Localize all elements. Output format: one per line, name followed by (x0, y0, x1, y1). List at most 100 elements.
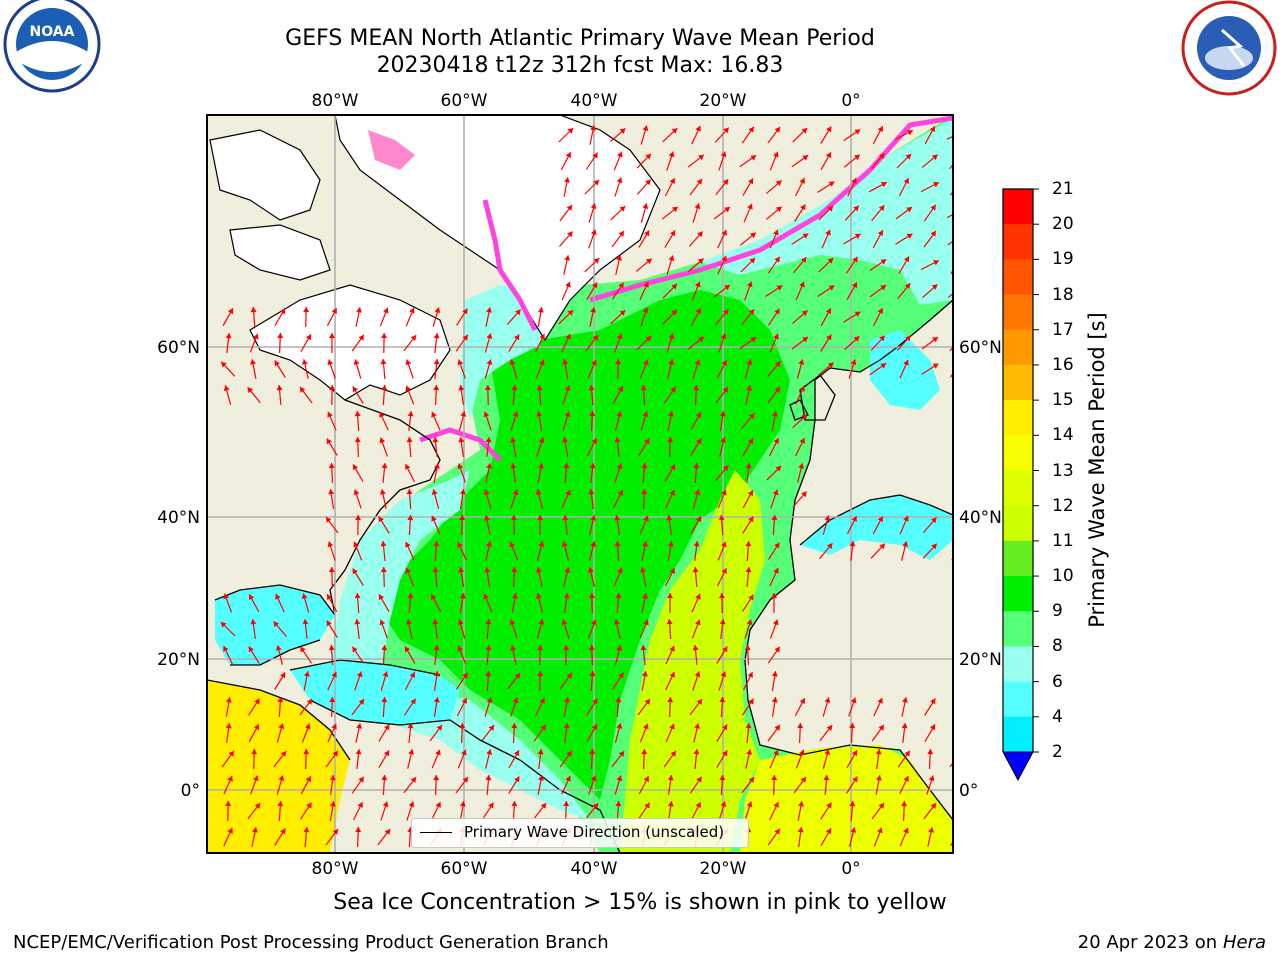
wave-arrow-head (666, 619, 673, 625)
arctic-islands (209, 129, 331, 281)
wave-arrow-head (433, 697, 440, 703)
colorbar-block (1003, 364, 1033, 401)
wave-arrow-head (692, 567, 699, 573)
wave-arrow-head (720, 437, 727, 443)
lon-label-bottom-4: 20°W (700, 859, 747, 879)
wave-arrow-head (824, 697, 831, 703)
wave-arrow-head (799, 178, 805, 184)
wave-arrow-head (693, 463, 700, 469)
wave-arrow-head (590, 307, 596, 313)
wave-arrow-head (564, 177, 570, 183)
wave-arrow-head (642, 593, 648, 599)
wave-arrow-head (617, 567, 623, 574)
wave-arrow-head (280, 751, 287, 757)
wave-arrow-head (775, 180, 782, 186)
wave-arrow-head (826, 126, 832, 133)
wave-arrow-head (719, 411, 726, 417)
wave-arrow-head (436, 725, 442, 731)
wave-arrow-head (746, 801, 753, 808)
wave-arrow-head (772, 489, 779, 496)
wave-arrow-head (433, 541, 440, 547)
wave-arrow-head (670, 750, 676, 757)
wave-arrow-head (619, 206, 626, 212)
wave-arrow-head (382, 671, 389, 678)
wave-arrow-head (671, 309, 677, 316)
wave-arrow-head (877, 827, 883, 834)
wave-arrow-head (509, 359, 516, 366)
wave-arrow-head (931, 517, 937, 524)
wave-arrow-head (536, 385, 543, 391)
wave-arrow-head (352, 646, 358, 653)
wave-arrow-head (566, 673, 572, 679)
wave-arrow-head (565, 281, 571, 288)
wave-arrow-head (378, 594, 385, 601)
wave-arrow-head (849, 541, 856, 547)
wave-arrow-head (384, 750, 390, 757)
wave-arrow-head (538, 463, 544, 469)
wave-arrow (946, 135, 953, 140)
wave-arrow-head (773, 802, 779, 808)
wave-arrow-head (877, 516, 883, 522)
wave-arrow-head (644, 438, 650, 445)
wave-arrow-head (722, 724, 728, 731)
wave-arrow-head (748, 178, 754, 185)
wave-arrow-head (616, 775, 623, 782)
wave-arrow-head (801, 414, 808, 420)
wave-arrow-head (384, 724, 390, 731)
wave-arrow-head (248, 646, 254, 653)
wave-arrow-head (220, 622, 227, 628)
wave-arrow-head (854, 233, 861, 240)
wave-arrow-head (326, 517, 332, 523)
wave-arrow-head (956, 828, 961, 834)
wave-arrow-head (539, 334, 545, 340)
wave-arrow-head (722, 646, 728, 653)
wave-arrow-head (827, 206, 834, 212)
wave-arrow-head (486, 307, 492, 313)
wave-arrow-head (486, 749, 493, 755)
wave-arrow-head (513, 750, 520, 757)
wave-arrow-head (720, 801, 727, 808)
wave-arrow-head (906, 233, 913, 239)
wave-arrow-head (698, 154, 704, 161)
wave-arrow-head (719, 697, 726, 703)
wave-arrow-head (694, 203, 701, 210)
wave-arrow-head (932, 337, 938, 343)
wave-arrow-head (800, 257, 807, 263)
wave-arrow-head (328, 463, 335, 469)
wave-arrow-head (749, 258, 756, 264)
wave-arrow-head (432, 619, 439, 625)
chart-title: GEFS MEAN North Atlantic Primary Wave Me… (285, 26, 875, 51)
wave-arrow-head (667, 775, 674, 781)
wave-arrow-head (488, 802, 494, 809)
wave-arrow-head (616, 723, 623, 729)
wave-arrow-head (563, 463, 570, 469)
wave-arrow-head (381, 775, 388, 781)
wave-arrow-head (458, 567, 465, 573)
wave-arrow-head (537, 515, 544, 520)
wave-arrow-head (720, 333, 727, 340)
wave-arrow-head (745, 723, 752, 729)
wave-arrow-head (903, 256, 910, 263)
wave-arrow-head (902, 697, 908, 703)
colorbar-title: Primary Wave Mean Period [s] (1085, 312, 1109, 628)
wave-arrow-head (640, 567, 646, 573)
wave-arrow-head (410, 335, 417, 341)
wave-arrow-head (328, 645, 335, 651)
wave-arrow-head (824, 749, 831, 755)
wave-arrow-head (695, 619, 701, 626)
wave-arrow-head (881, 182, 887, 188)
noaa-logo-text: NOAA (30, 24, 75, 40)
wave-arrow-head (695, 516, 702, 523)
wave-arrow-head (305, 776, 311, 782)
labrador-sea (460, 285, 545, 420)
wave-arrow-head (588, 593, 595, 599)
wave-arrow-head (849, 723, 856, 729)
wave-arrow-head (562, 437, 569, 443)
wave-arrow-head (877, 126, 883, 132)
wave-arrow-head (514, 776, 520, 783)
wave-arrow-head (959, 208, 965, 213)
wave-arrow-head (799, 698, 805, 704)
wave-arrow (955, 697, 957, 717)
colorbar-block (1003, 294, 1033, 331)
wave-arrow-head (251, 749, 258, 755)
